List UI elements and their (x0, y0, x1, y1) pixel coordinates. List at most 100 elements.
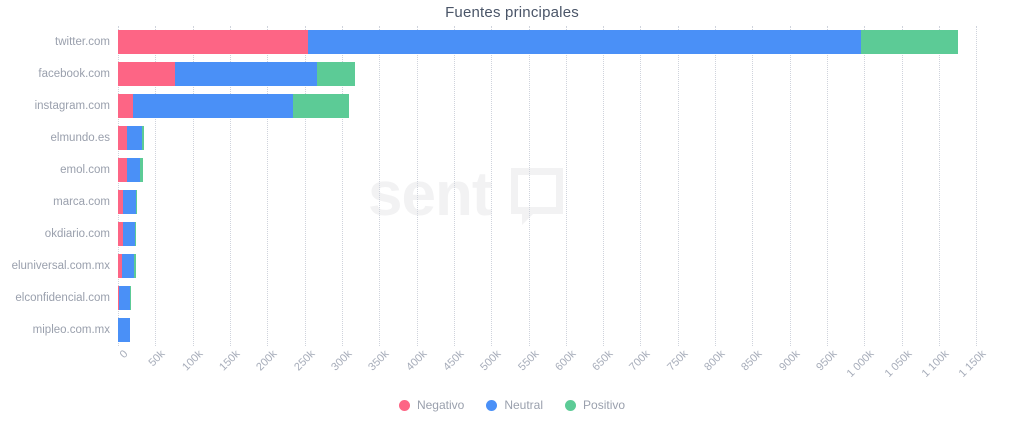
legend-color-dot (398, 399, 410, 411)
bar-segment-neutral[interactable] (307, 30, 862, 54)
gridline (939, 26, 941, 346)
bar-segment-negativo[interactable] (118, 126, 127, 150)
y-axis-tick-label: facebook.com (38, 68, 110, 80)
gridline (304, 26, 306, 346)
bar-stack[interactable] (118, 158, 143, 182)
y-axis-tick-label: okdiario.com (44, 228, 110, 240)
x-axis-tick-label: 950k (814, 348, 840, 374)
legend-color-dot (486, 399, 498, 411)
bar-stack[interactable] (118, 222, 137, 246)
gridline (155, 26, 157, 346)
gridline (677, 26, 679, 346)
bar-segment-negativo[interactable] (118, 254, 123, 278)
bar-segment-negativo[interactable] (118, 62, 175, 86)
x-axis-tick-label: 250k (291, 348, 318, 374)
gridline (752, 26, 754, 346)
bar-segment-negativo[interactable] (118, 286, 120, 310)
legend-color-dot (565, 399, 577, 411)
y-axis-tick-label: elconfidencial.com (15, 292, 110, 304)
gridline (229, 26, 231, 346)
bar-segment-positivo[interactable] (129, 286, 132, 310)
bar-segment-neutral[interactable] (123, 190, 136, 214)
legend-label: Positivo (583, 398, 626, 412)
x-axis-tick-label: 300k (329, 348, 355, 374)
bar-segment-negativo[interactable] (118, 222, 124, 246)
legend-item-neutral[interactable]: Neutral (486, 398, 543, 412)
x-axis-tick-label: 800k (702, 348, 728, 374)
bar-stack[interactable] (118, 94, 349, 118)
bar-stack[interactable] (118, 318, 130, 342)
bar-stack[interactable] (118, 190, 138, 214)
x-axis-tick-label: 550k (515, 348, 541, 374)
gridline (789, 26, 791, 346)
bar-segment-positivo[interactable] (135, 190, 138, 214)
y-axis-tick-label: twitter.com (55, 36, 110, 48)
bar-segment-neutral[interactable] (174, 62, 317, 86)
bar-stack[interactable] (118, 30, 959, 54)
x-axis-tick-label: 200k (254, 348, 280, 374)
bar-segment-neutral[interactable] (126, 126, 142, 150)
x-axis-tick-label: 1 050k (882, 348, 915, 380)
bar-segment-positivo[interactable] (141, 126, 145, 150)
bar-stack[interactable] (118, 62, 356, 86)
x-axis-tick-label: 900k (776, 348, 803, 374)
bar-segment-negativo[interactable] (118, 158, 127, 182)
x-axis-tick-label: 1 100k (919, 348, 952, 380)
x-axis-tick-label: 850k (739, 348, 765, 374)
legend-item-positivo[interactable]: Positivo (565, 398, 625, 412)
x-axis-tick-label: 400k (403, 348, 430, 374)
bar-segment-positivo[interactable] (861, 30, 959, 54)
bar-stack[interactable] (118, 126, 145, 150)
bar-segment-neutral[interactable] (119, 286, 130, 310)
y-axis-tick-label: eluniversal.com.mx (11, 260, 110, 272)
bar-segment-negativo[interactable] (118, 94, 133, 118)
bar-segment-positivo[interactable] (139, 158, 143, 182)
gridline (192, 26, 194, 346)
gridline (715, 26, 717, 346)
y-axis-tick-label: mipleo.com.mx (32, 324, 110, 336)
chart-legend: Negativo Neutral Positivo (0, 398, 1024, 412)
y-axis-tick-label: instagram.com (34, 100, 110, 112)
legend-item-negativo[interactable]: Negativo (398, 398, 465, 412)
gridline (528, 26, 530, 346)
plot-area (118, 26, 995, 346)
gridline (640, 26, 642, 346)
bar-segment-negativo[interactable] (118, 30, 308, 54)
gridline (565, 26, 567, 346)
x-axis-tick-label: 450k (440, 348, 467, 374)
bar-stack[interactable] (118, 286, 132, 310)
bar-segment-neutral[interactable] (118, 318, 130, 342)
bar-segment-neutral[interactable] (132, 94, 293, 118)
bar-segment-positivo[interactable] (135, 222, 137, 246)
x-axis-tick-label: 1 150k (956, 348, 989, 380)
x-axis-tick-label: 700k (627, 348, 653, 374)
legend-label: Negativo (416, 398, 465, 412)
bar-segment-negativo[interactable] (118, 190, 124, 214)
x-axis-tick-label: 350k (366, 348, 392, 374)
x-axis-tick-label: 150k (217, 348, 243, 374)
y-axis-labels: twitter.com facebook.com instagram.com elmu… (0, 26, 110, 346)
x-axis-tick-label: 1 000k (845, 348, 877, 380)
y-axis-tick-label: marca.com (53, 196, 110, 208)
gridline (976, 26, 978, 346)
y-axis-tick-label: elmundo.es (50, 132, 110, 144)
bar-stack[interactable] (118, 254, 136, 278)
bar-segment-positivo[interactable] (316, 62, 356, 86)
gridline (453, 26, 455, 346)
bar-segment-positivo[interactable] (134, 254, 136, 278)
page-title: Fuentes principales (445, 4, 579, 21)
x-axis-tick-label: 100k (179, 348, 206, 374)
bar-segment-neutral[interactable] (123, 222, 136, 246)
bar-segment-positivo[interactable] (292, 94, 349, 118)
gridline (491, 26, 493, 346)
gridline (827, 26, 829, 346)
gridline (603, 26, 605, 346)
gridline (864, 26, 866, 346)
x-axis-tick-label: 0 (117, 348, 131, 361)
bar-segment-neutral[interactable] (126, 158, 140, 182)
gridline (118, 26, 119, 346)
gridline (901, 26, 903, 346)
gridline (416, 26, 418, 346)
bar-segment-neutral[interactable] (122, 254, 135, 278)
